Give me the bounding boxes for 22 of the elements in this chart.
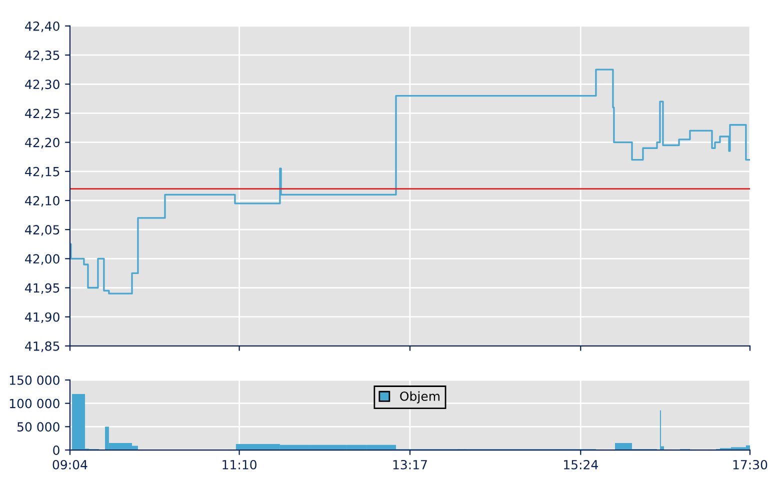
y-tick-label: 50 000 <box>17 422 60 432</box>
x-tick-label: 15:24 <box>564 460 598 470</box>
y-tick-label: 41,95 <box>25 283 60 294</box>
y-tick-label: 100 000 <box>10 398 60 408</box>
y-tick-label: 41,90 <box>25 312 60 324</box>
y-tick-label: 42,35 <box>25 50 60 62</box>
y-tick-label: 42,00 <box>25 254 60 265</box>
y-tick-label: 42,15 <box>25 166 60 178</box>
y-tick-label: 42,05 <box>25 225 60 236</box>
x-tick-label: 17:30 <box>733 460 768 470</box>
y-tick-label: 42,40 <box>25 21 60 32</box>
y-tick-label: 42,30 <box>25 80 60 90</box>
y-tick-label: 0 <box>53 445 60 455</box>
y-tick-label: 42,20 <box>25 138 60 149</box>
x-tick-label: 13:17 <box>393 460 427 470</box>
y-tick-label: 42,25 <box>25 108 60 120</box>
legend-label: Objem <box>400 391 440 404</box>
x-tick-label: 11:10 <box>222 460 256 470</box>
y-tick-label: 42,10 <box>25 196 60 207</box>
y-tick-label: 150 000 <box>10 375 60 385</box>
y-tick-label: 41,85 <box>25 341 60 352</box>
x-tick-label: 09:04 <box>52 460 88 470</box>
